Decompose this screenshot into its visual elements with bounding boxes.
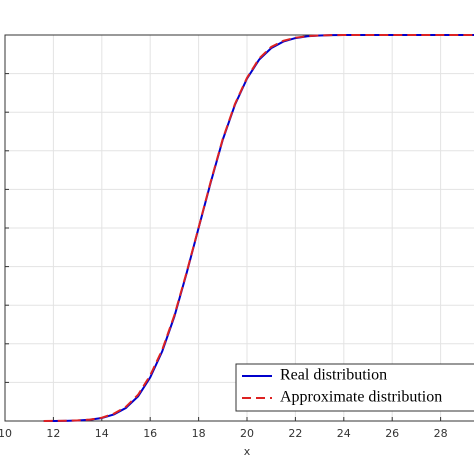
x-tick-label: 12 <box>46 427 60 440</box>
x-tick-label: 20 <box>240 427 254 440</box>
plot-frame <box>4 34 474 422</box>
x-axis-label: x <box>244 445 251 458</box>
legend-label: Real distribution <box>280 367 387 384</box>
x-tick-label: 26 <box>385 427 399 440</box>
x-tick-label: 14 <box>95 427 109 440</box>
x-tick-label: 16 <box>143 427 157 440</box>
x-tick-label: 10 <box>0 427 12 440</box>
x-tick-label: 22 <box>288 427 302 440</box>
series-line <box>43 34 474 422</box>
x-tick-label: 18 <box>192 427 206 440</box>
legend-box <box>235 363 474 412</box>
x-tick-label: 24 <box>337 427 351 440</box>
legend-label: Approximate distribution <box>280 389 442 406</box>
x-tick-label: 28 <box>434 427 448 440</box>
